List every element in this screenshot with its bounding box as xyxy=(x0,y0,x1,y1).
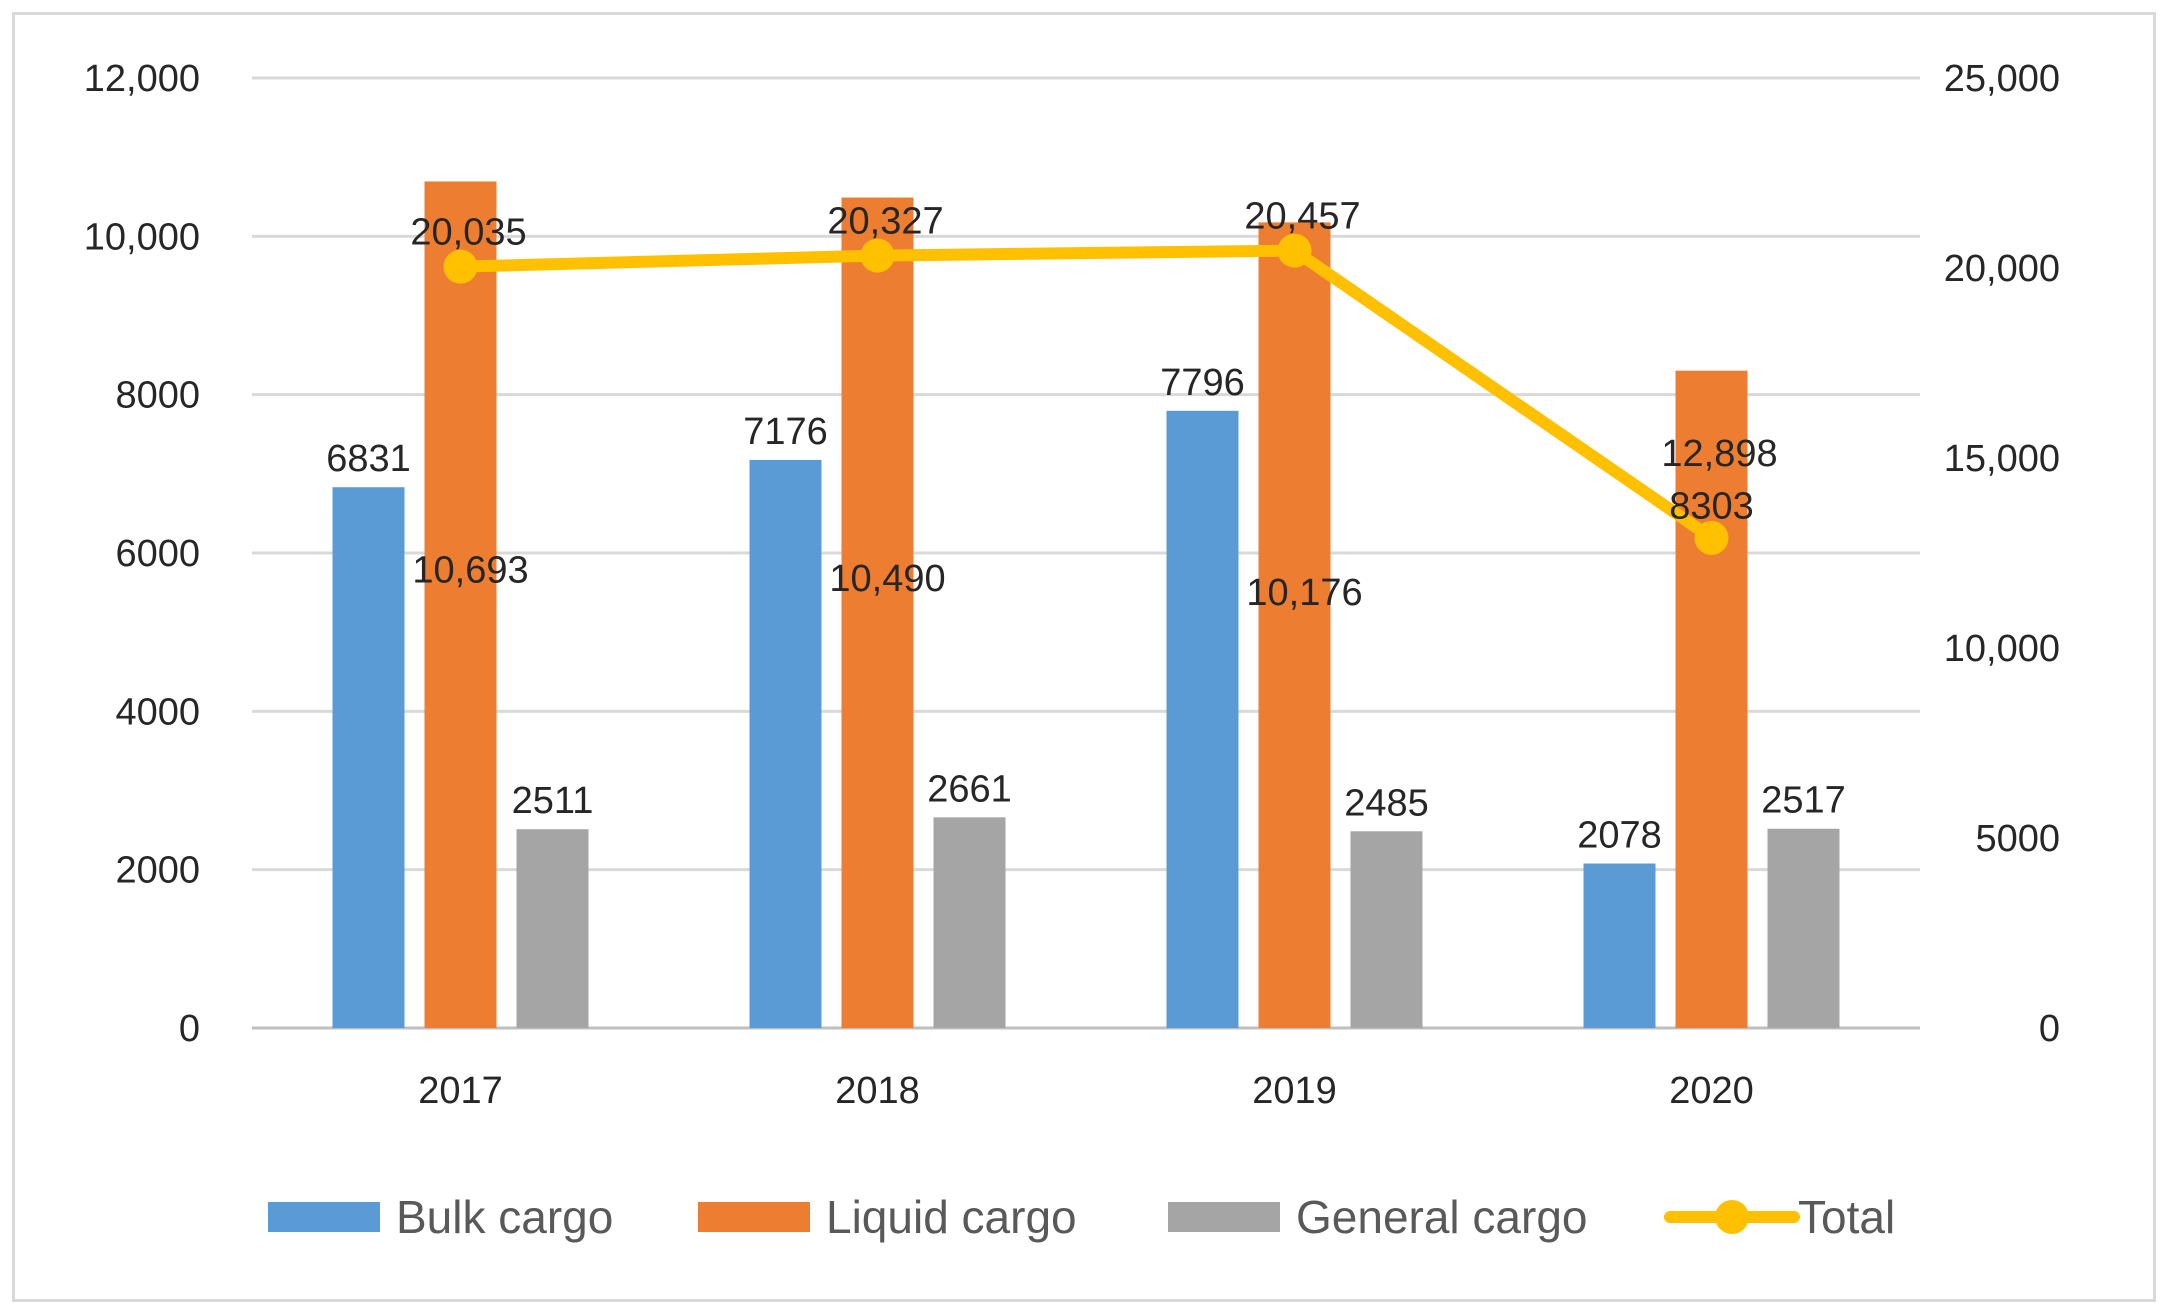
general-cargo-bar xyxy=(1350,831,1423,1028)
right-y-axis: 0 5000 10,000 15,000 20,000 25,000 xyxy=(1944,58,2060,1050)
general-cargo-data-label: 2511 xyxy=(512,780,594,822)
general-cargo-bar xyxy=(933,817,1006,1028)
total-point xyxy=(443,249,478,284)
total-point xyxy=(1694,520,1729,555)
total-data-label: 20,035 xyxy=(410,212,526,254)
general-cargo-bar xyxy=(516,829,589,1028)
bulk-cargo-data-label: 6831 xyxy=(326,438,411,480)
liquid-cargo-bar xyxy=(841,197,914,1028)
bulk-cargo-legend-label: Bulk cargo xyxy=(396,1191,613,1243)
x-tick-label: 2019 xyxy=(1252,1070,1337,1112)
general-cargo-bar xyxy=(1767,828,1840,1028)
bulk-cargo-bar xyxy=(1583,863,1656,1028)
right-tick-label: 15,000 xyxy=(1944,438,2060,480)
bulk-cargo-bar xyxy=(332,487,405,1028)
general-cargo-legend-swatch xyxy=(1168,1202,1280,1232)
liquid-cargo-legend-swatch xyxy=(698,1202,810,1232)
total-line-path xyxy=(454,244,1718,544)
x-tick-label: 2017 xyxy=(418,1070,503,1112)
legend: Bulk cargo Liquid cargo General cargo Total xyxy=(268,1191,1895,1243)
bulk-cargo-data-label: 7176 xyxy=(743,411,828,453)
left-tick-label: 8000 xyxy=(115,375,200,417)
liquid-cargo-bar xyxy=(424,181,497,1029)
left-tick-label: 2000 xyxy=(115,850,200,892)
liquid-cargo-data-label: 10,693 xyxy=(412,549,528,591)
total-data-label: 12,898 xyxy=(1661,433,1777,475)
data-labels: 6831 10,693 2511 7176 10,490 2661 7796 10,176 24… xyxy=(326,196,1846,857)
bulk-cargo-data-label: 7796 xyxy=(1160,362,1245,404)
right-tick-label: 5000 xyxy=(1975,818,2060,860)
bars xyxy=(332,181,1840,1029)
total-legend-marker xyxy=(1715,1200,1749,1234)
left-tick-label: 4000 xyxy=(115,691,200,733)
general-cargo-legend-label: General cargo xyxy=(1296,1191,1588,1243)
total-point xyxy=(860,238,895,273)
general-cargo-data-label: 2485 xyxy=(1344,782,1429,824)
left-tick-label: 12,000 xyxy=(84,58,200,100)
general-cargo-data-label: 2661 xyxy=(927,768,1012,810)
x-tick-label: 2020 xyxy=(1669,1070,1754,1112)
total-point xyxy=(1277,233,1312,268)
x-tick-label: 2018 xyxy=(835,1070,920,1112)
liquid-cargo-data-label: 8303 xyxy=(1669,486,1754,528)
liquid-cargo-bar xyxy=(1258,222,1331,1028)
bulk-cargo-bar xyxy=(1166,410,1239,1029)
total-legend-label: Total xyxy=(1798,1191,1895,1243)
right-tick-label: 20,000 xyxy=(1944,248,2060,290)
liquid-cargo-legend-label: Liquid cargo xyxy=(826,1191,1077,1243)
left-tick-label: 10,000 xyxy=(84,216,200,258)
total-line xyxy=(443,233,1729,555)
right-tick-label: 25,000 xyxy=(1944,58,2060,100)
total-data-label: 20,327 xyxy=(827,201,943,243)
left-tick-label: 6000 xyxy=(115,533,200,575)
general-cargo-data-label: 2517 xyxy=(1761,780,1846,822)
total-data-label: 20,457 xyxy=(1244,196,1360,238)
left-y-axis: 0 2000 4000 6000 8000 10,000 12,000 xyxy=(84,58,200,1050)
liquid-cargo-data-label: 10,176 xyxy=(1246,572,1362,614)
bulk-cargo-bar xyxy=(749,459,822,1028)
bulk-cargo-legend-swatch xyxy=(268,1202,380,1232)
bulk-cargo-data-label: 2078 xyxy=(1577,814,1662,856)
left-tick-label: 0 xyxy=(179,1008,200,1050)
liquid-cargo-bar xyxy=(1675,370,1748,1028)
liquid-cargo-data-label: 10,490 xyxy=(829,558,945,600)
x-axis: 2017 2018 2019 2020 xyxy=(418,1070,1754,1112)
right-tick-label: 0 xyxy=(2039,1008,2060,1050)
right-tick-label: 10,000 xyxy=(1944,628,2060,670)
